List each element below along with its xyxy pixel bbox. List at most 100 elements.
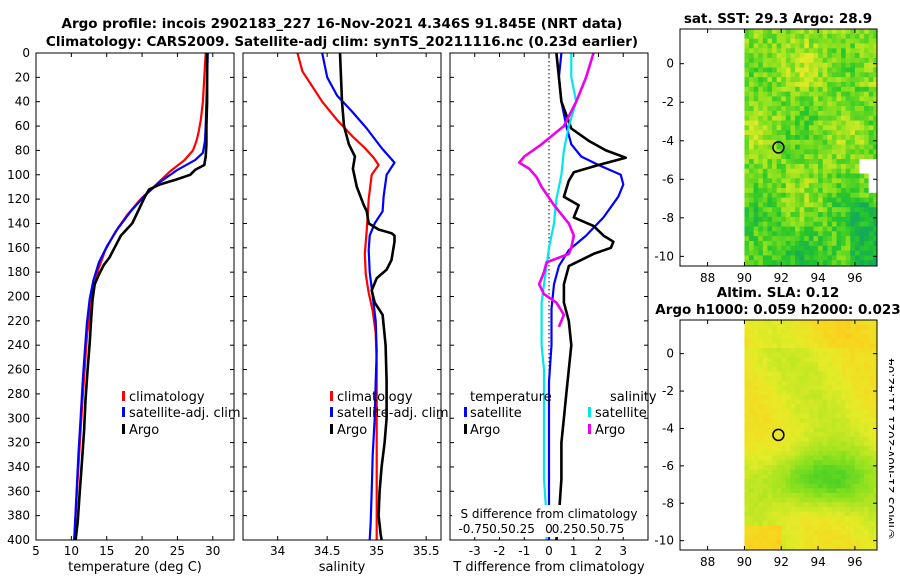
heatmap-cell (864, 29, 870, 35)
heatmap-cell (749, 120, 755, 126)
heatmap-cell (859, 106, 865, 112)
heatmap-cell (822, 192, 828, 199)
heatmap-cell (785, 260, 792, 266)
heatmap-cell (850, 441, 856, 447)
heatmap-cell (785, 530, 792, 536)
heatmap-cell (808, 413, 815, 419)
heatmap-cell (772, 212, 778, 218)
heatmap-cell (776, 385, 782, 391)
heatmap-cell (753, 163, 759, 170)
heatmap-cell (859, 348, 865, 354)
heatmap-cell (831, 62, 838, 69)
heatmap-cell (859, 441, 865, 447)
heatmap-cell (749, 245, 755, 252)
heatmap-cell (758, 357, 764, 363)
sla-map-title-line2: Argo h1000: 0.059 h2000: 0.023 (655, 302, 900, 318)
y-tick-label: 360 (7, 484, 30, 498)
heatmap-cell (799, 86, 805, 93)
heatmap-cell (781, 260, 787, 266)
heatmap-cell (795, 255, 801, 261)
heatmap-cell (859, 427, 865, 433)
heatmap-cell (799, 521, 805, 527)
heatmap-cell (822, 144, 828, 151)
heatmap-cell (776, 67, 782, 73)
heatmap-cell (864, 418, 870, 424)
heatmap-cell (790, 159, 796, 165)
heatmap-cell (845, 432, 851, 438)
y-tick-label: 0 (666, 347, 674, 361)
heatmap-cell (813, 441, 819, 447)
heatmap-cell (749, 399, 755, 405)
heatmap-cell (790, 48, 796, 54)
heatmap-cell (758, 197, 764, 204)
heatmap-cell (749, 110, 755, 117)
heatmap-cell (790, 334, 796, 340)
heatmap-cell (822, 260, 828, 266)
heatmap-cell (767, 260, 773, 266)
heatmap-cell (868, 221, 874, 228)
heatmap-cell (818, 329, 824, 335)
heatmap-cell (873, 245, 879, 252)
heatmap-cell (854, 441, 861, 447)
heatmap-cell (827, 62, 833, 69)
heatmap-cell (822, 57, 828, 64)
heatmap-cell (785, 408, 792, 415)
heatmap-cell (804, 202, 810, 208)
heatmap-cell (836, 399, 842, 405)
heatmap-cell (772, 530, 778, 536)
heatmap-cell (859, 115, 865, 122)
heatmap-cell (873, 436, 879, 443)
heatmap-cell (790, 446, 796, 452)
heatmap-cell (795, 418, 801, 424)
y-tick-label: 20 (15, 70, 30, 84)
heatmap-cell (836, 202, 842, 208)
x-axis-label: T difference from climatology (452, 560, 645, 575)
heatmap-cell (836, 394, 842, 401)
heatmap-cell (744, 101, 750, 107)
heatmap-cell (772, 544, 778, 550)
heatmap-cell (850, 173, 856, 179)
heatmap-cell (827, 394, 833, 401)
heatmap-cell (785, 436, 792, 443)
heatmap-cell (758, 101, 764, 107)
heatmap-cell (859, 240, 865, 247)
heatmap-cell (850, 29, 856, 35)
heatmap-cell (776, 33, 782, 40)
heatmap-cell (776, 446, 782, 452)
heatmap-cell (868, 362, 874, 368)
heatmap-cell (753, 474, 759, 480)
heatmap-cell (831, 334, 838, 340)
heatmap-cell (831, 168, 838, 175)
heatmap-cell (785, 226, 792, 232)
heatmap-cell (850, 478, 856, 485)
heatmap-cell (841, 245, 847, 252)
heatmap-cell (776, 352, 782, 358)
heatmap-cell (776, 192, 782, 199)
heatmap-cell (753, 110, 759, 117)
heatmap-cell (827, 427, 833, 433)
heatmap-cell (873, 144, 879, 151)
heatmap-cell (841, 506, 847, 513)
heatmap-cell (767, 197, 773, 204)
heatmap-cell (753, 469, 759, 475)
heatmap-cell (744, 260, 750, 266)
heatmap-cell (790, 357, 796, 363)
heatmap-cell (836, 86, 842, 93)
heatmap-cell (868, 320, 874, 326)
heatmap-cell (808, 535, 815, 541)
heatmap-cell (854, 492, 861, 499)
heatmap-cell (873, 432, 879, 438)
heatmap-cell (753, 120, 759, 126)
heatmap-cell (841, 29, 847, 35)
heatmap-cell (868, 255, 874, 261)
heatmap-cell (813, 432, 819, 438)
heatmap-cell (753, 178, 759, 184)
heatmap-cell (804, 506, 810, 513)
heatmap-cell (758, 81, 764, 88)
heatmap-cell (749, 72, 755, 78)
heatmap-cell (822, 460, 828, 466)
heatmap-cell (831, 436, 838, 443)
heatmap-cell (873, 450, 879, 457)
heatmap-cell (744, 130, 750, 136)
heatmap-cell (767, 394, 773, 401)
